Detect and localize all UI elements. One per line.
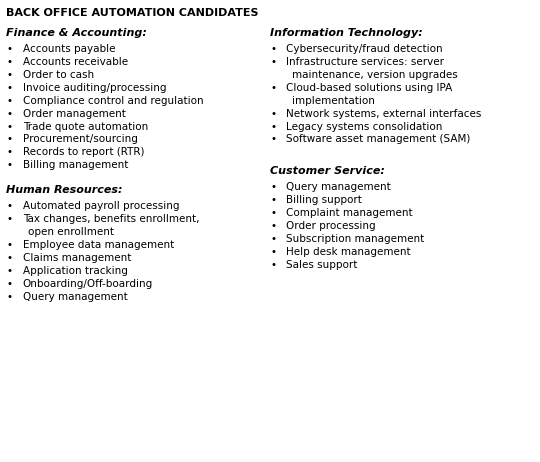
Text: Billing management: Billing management [23,160,128,170]
Text: •: • [6,134,12,145]
Text: Compliance control and regulation: Compliance control and regulation [23,96,203,106]
Text: Sales support: Sales support [286,260,357,270]
Text: Order processing: Order processing [286,221,376,231]
Text: •: • [270,208,276,219]
Text: Records to report (RTR): Records to report (RTR) [23,147,144,158]
Text: Information Technology:: Information Technology: [270,28,423,38]
Text: maintenance, version upgrades: maintenance, version upgrades [292,70,457,80]
Text: Employee data management: Employee data management [23,240,174,250]
Text: •: • [270,109,276,119]
Text: •: • [6,147,12,158]
Text: Human Resources:: Human Resources: [6,185,123,195]
Text: •: • [270,134,276,145]
Text: •: • [270,221,276,231]
Text: •: • [6,292,12,302]
Text: BACK OFFICE AUTOMATION CANDIDATES: BACK OFFICE AUTOMATION CANDIDATES [6,8,259,18]
Text: •: • [6,214,12,224]
Text: Procurement/sourcing: Procurement/sourcing [23,134,138,145]
Text: •: • [270,44,276,54]
Text: •: • [6,122,12,132]
Text: Tax changes, benefits enrollment,: Tax changes, benefits enrollment, [23,214,199,224]
Text: Invoice auditing/processing: Invoice auditing/processing [23,83,166,93]
Text: •: • [270,234,276,244]
Text: implementation: implementation [292,96,374,106]
Text: Order management: Order management [23,109,126,119]
Text: Legacy systems consolidation: Legacy systems consolidation [286,122,443,132]
Text: Query management: Query management [286,182,391,193]
Text: Automated payroll processing: Automated payroll processing [23,201,179,211]
Text: •: • [270,83,276,93]
Text: •: • [6,240,12,250]
Text: Trade quote automation: Trade quote automation [23,122,148,132]
Text: Customer Service:: Customer Service: [270,166,385,176]
Text: Complaint management: Complaint management [286,208,413,219]
Text: •: • [270,247,276,257]
Text: Finance & Accounting:: Finance & Accounting: [6,28,147,38]
Text: Application tracking: Application tracking [23,266,127,276]
Text: Accounts payable: Accounts payable [23,44,115,54]
Text: Cybersecurity/fraud detection: Cybersecurity/fraud detection [286,44,443,54]
Text: •: • [270,260,276,270]
Text: •: • [6,70,12,80]
Text: Infrastructure services: server: Infrastructure services: server [286,57,444,67]
Text: Subscription management: Subscription management [286,234,424,244]
Text: •: • [270,182,276,193]
Text: •: • [6,57,12,67]
Text: •: • [270,122,276,132]
Text: •: • [270,195,276,206]
Text: Cloud-based solutions using IPA: Cloud-based solutions using IPA [286,83,453,93]
Text: Order to cash: Order to cash [23,70,94,80]
Text: Billing support: Billing support [286,195,362,206]
Text: •: • [6,253,12,263]
Text: •: • [6,83,12,93]
Text: Accounts receivable: Accounts receivable [23,57,128,67]
Text: •: • [6,279,12,289]
Text: Network systems, external interfaces: Network systems, external interfaces [286,109,482,119]
Text: open enrollment: open enrollment [28,227,114,237]
Text: Software asset management (SAM): Software asset management (SAM) [286,134,470,145]
Text: •: • [6,44,12,54]
Text: •: • [6,109,12,119]
Text: •: • [6,160,12,170]
Text: •: • [6,266,12,276]
Text: Claims management: Claims management [23,253,131,263]
Text: Onboarding/Off-boarding: Onboarding/Off-boarding [23,279,153,289]
Text: Help desk management: Help desk management [286,247,411,257]
Text: •: • [270,57,276,67]
Text: •: • [6,96,12,106]
Text: Query management: Query management [23,292,127,302]
Text: •: • [6,201,12,211]
